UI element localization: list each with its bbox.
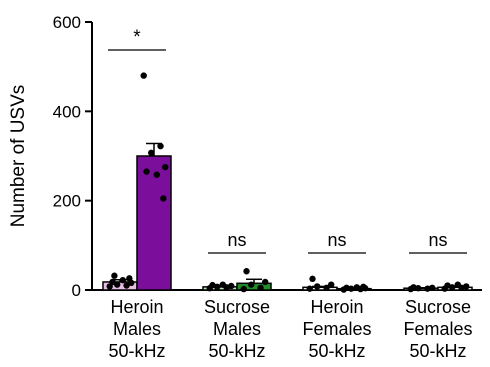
data-point (257, 284, 264, 291)
data-point (123, 282, 130, 289)
x-tick-label: 50-kHz (308, 341, 365, 361)
x-tick-label: Males (213, 319, 261, 339)
x-tick-label: Females (302, 319, 371, 339)
significance-label: ns (428, 230, 447, 250)
data-point (209, 281, 216, 289)
data-point (143, 168, 150, 175)
data-point (153, 171, 161, 178)
x-tick-label: Sucrose (405, 297, 471, 317)
x-tick-label: Sucrose (204, 297, 270, 317)
data-point (111, 272, 118, 279)
data-point (313, 283, 321, 290)
significance-label: ns (327, 230, 346, 250)
plot-area: 0200400600*HeroinMales50-kHznsSucroseMal… (53, 13, 482, 361)
data-point (360, 283, 367, 291)
data-point (147, 149, 155, 157)
data-point (219, 281, 227, 288)
data-point (113, 281, 121, 288)
data-point (126, 275, 133, 282)
x-tick-label: Heroin (110, 297, 163, 317)
data-point (243, 268, 250, 275)
y-axis-label: Number of USVs (8, 85, 29, 228)
data-point (429, 284, 436, 291)
data-point (157, 142, 164, 150)
data-point (306, 285, 313, 292)
data-point (309, 275, 316, 283)
data-point (140, 72, 147, 79)
data-point (247, 281, 255, 288)
data-point (444, 282, 451, 289)
data-point (463, 283, 470, 290)
data-point (228, 282, 235, 290)
data-point (343, 284, 350, 291)
data-point (454, 281, 462, 288)
data-point (109, 278, 116, 286)
x-tick-label: 50-kHz (108, 341, 165, 361)
significance-label: ns (227, 230, 246, 250)
x-tick-label: Heroin (310, 297, 363, 317)
x-tick-label: Males (113, 319, 161, 339)
significance-label: * (133, 27, 141, 48)
y-tick-label: 0 (72, 281, 81, 300)
data-point (410, 284, 417, 291)
data-point (160, 195, 167, 202)
x-tick-label: 50-kHz (409, 341, 466, 361)
x-tick-label: 50-kHz (208, 341, 265, 361)
x-tick-label: Females (403, 319, 472, 339)
y-tick-label: 600 (53, 13, 81, 32)
data-point (323, 284, 330, 291)
data-point (328, 281, 335, 288)
data-point (353, 284, 361, 291)
data-point (119, 276, 127, 284)
data-point (262, 278, 269, 286)
data-point (240, 285, 247, 293)
y-tick-label: 400 (53, 102, 81, 121)
y-tick-label: 200 (53, 192, 81, 211)
data-point (162, 163, 169, 171)
